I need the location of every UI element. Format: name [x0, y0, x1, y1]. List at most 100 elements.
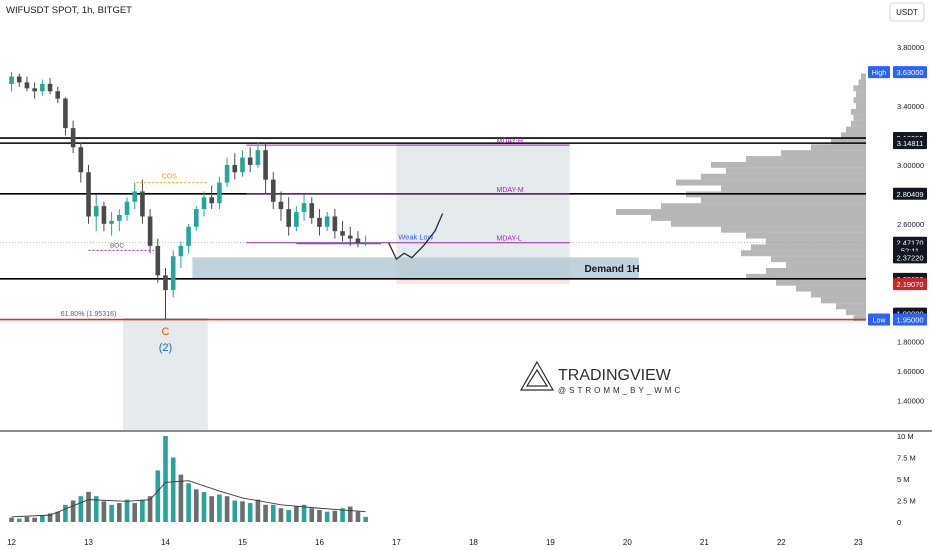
candle-body: [286, 209, 291, 227]
price-tag-prefix-bg: [868, 66, 890, 79]
wave-c-label: C: [162, 326, 170, 338]
price-tag-bg: [893, 278, 927, 291]
candle-body: [16, 76, 22, 83]
volume-profile-bar: [676, 179, 866, 186]
price-tag-value: 1.95000: [896, 316, 923, 325]
mday-label: MDAY-H: [497, 138, 523, 145]
price-axis-tick: 3.80000: [897, 43, 924, 52]
candle-body: [170, 256, 176, 291]
candle-body: [70, 128, 76, 148]
volume-bar: [355, 511, 361, 522]
volume-bar: [286, 509, 291, 522]
volume-profile-bar: [796, 285, 866, 292]
volume-bar: [63, 504, 68, 522]
candle-body: [201, 197, 207, 210]
volume-profile-bar: [851, 108, 866, 115]
demand-zone-label: Demand 1H: [584, 264, 639, 275]
volume-profile-bar: [853, 85, 866, 92]
currency-button[interactable]: USDT: [889, 2, 925, 22]
volume-bar: [78, 496, 84, 522]
volume-bar: [93, 496, 99, 522]
volume-profile-bar: [616, 209, 866, 215]
candle-body: [340, 231, 345, 236]
candle-body: [93, 206, 99, 217]
volume-bar: [263, 504, 268, 522]
volume-profile-bar: [771, 256, 866, 263]
volume-profile-bar: [846, 309, 866, 316]
volume-profile-bar: [661, 203, 866, 210]
candle-body: [155, 245, 161, 276]
candle-body: [270, 179, 276, 202]
volume-bar: [186, 483, 191, 522]
volume-profile-bar: [821, 297, 866, 304]
volume-profile-bar: [811, 144, 866, 151]
candle-body: [347, 235, 353, 239]
price-axis-tick: 1.60000: [897, 367, 924, 376]
candle-body: [278, 201, 284, 210]
candle-body: [309, 203, 315, 218]
time-axis-tick: 22: [777, 538, 786, 547]
price-tag-prefix: Low: [873, 318, 887, 325]
volume-bar: [147, 496, 153, 522]
volume-profile-bar: [766, 238, 866, 245]
watermark-handle: @STROMM_BY_WMC: [558, 386, 683, 395]
price-tag-bg: [893, 251, 927, 264]
candle-body: [332, 216, 338, 232]
volume-bar: [232, 500, 238, 522]
mday-label: MDAY-M: [497, 187, 524, 194]
volume-bar: [55, 511, 61, 522]
candle-body: [317, 217, 322, 227]
volume-bar: [70, 500, 76, 522]
projection-path: [388, 213, 444, 261]
time-axis-tick: 16: [315, 538, 324, 547]
volume-bar: [47, 513, 53, 522]
price-tag-bg: [893, 313, 927, 326]
candle-body: [140, 191, 145, 217]
cos-label: COS: [162, 174, 178, 181]
volume-bar: [347, 506, 353, 522]
price-tag-bg: [893, 137, 927, 150]
volume-bar: [255, 499, 261, 522]
price-tag-prefix-bg: [868, 313, 890, 326]
volume-profile-bar: [841, 132, 866, 139]
volume-profile-bar: [751, 244, 866, 251]
time-axis-tick: 13: [84, 538, 93, 547]
candle-body: [217, 182, 222, 204]
volume-profile-bar: [701, 173, 866, 180]
candle-body: [186, 226, 191, 246]
candle-body: [63, 98, 68, 129]
candle-body: [263, 150, 268, 180]
tradingview-logo-icon: [519, 360, 555, 391]
candle-body: [32, 88, 37, 92]
candle-body: [178, 245, 184, 257]
volume-bar: [324, 511, 330, 522]
volume-axis-tick: 2.5 M: [897, 497, 916, 506]
time-axis-tick: 21: [700, 538, 709, 547]
demand-zone-box: [192, 257, 639, 279]
candle-body: [247, 157, 253, 165]
volume-profile-bar: [746, 273, 866, 280]
target-range-box: [396, 143, 570, 279]
volume-bar: [178, 474, 184, 522]
volume-bar: [247, 503, 253, 522]
volume-bar: [40, 515, 45, 522]
volume-bar: [86, 491, 91, 522]
volume-bar: [140, 499, 145, 522]
price-tag-bg: [893, 66, 927, 79]
volume-profile-bar: [746, 156, 866, 162]
volume-axis-tick: 0: [897, 518, 901, 527]
candle-body: [47, 83, 53, 92]
volume-profile-bar: [811, 291, 866, 298]
candle-body: [132, 191, 138, 202]
candle-body: [24, 82, 30, 89]
volume-ma-line: [11, 480, 366, 518]
time-axis-tick: 19: [546, 538, 555, 547]
volume-bar: [309, 508, 315, 522]
volume-bar: [201, 491, 207, 522]
retrace-zone-box: [123, 319, 208, 430]
volume-profile-bar: [786, 262, 866, 268]
candle-body: [294, 212, 299, 227]
volume-bar: [224, 496, 230, 522]
volume-bar: [301, 504, 307, 522]
